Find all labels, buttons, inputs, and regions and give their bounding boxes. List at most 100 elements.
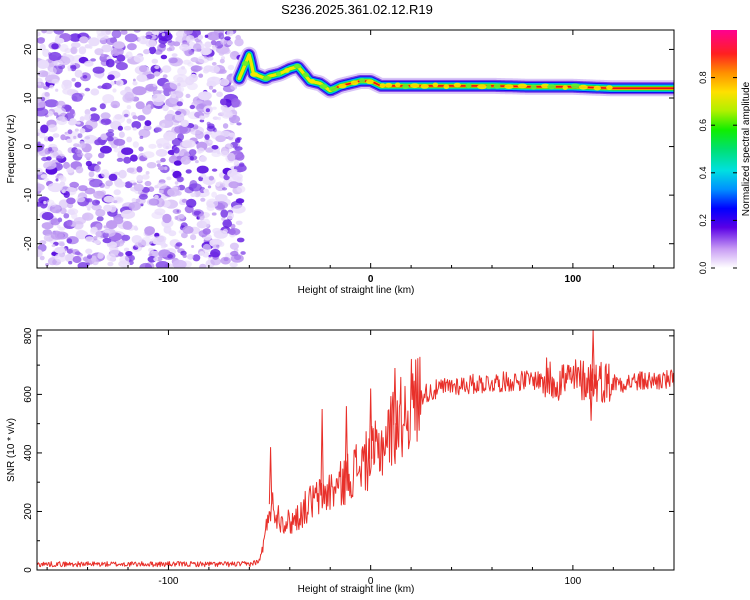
tone-blob — [379, 83, 386, 88]
noise-blob — [160, 54, 168, 60]
noise-blob — [97, 161, 102, 165]
noise-blob — [215, 135, 226, 143]
noise-blob — [155, 149, 168, 157]
y-tick-label: 0 — [23, 143, 34, 149]
noise-blob — [79, 142, 86, 149]
noise-blob — [138, 146, 144, 152]
noise-blob — [179, 44, 190, 51]
noise-blob — [118, 131, 125, 138]
noise-blob — [197, 55, 210, 64]
tone-blob — [319, 84, 328, 89]
tone-blob — [309, 79, 316, 84]
noise-blob — [138, 65, 148, 73]
noise-blob — [231, 98, 241, 106]
noise-blob — [227, 132, 236, 142]
y-tick-label: -10 — [23, 187, 34, 202]
noise-blob — [118, 252, 124, 257]
noise-blob — [226, 212, 235, 220]
colorbar-tick-label: 0.0 — [698, 262, 708, 275]
noise-blob — [161, 123, 166, 127]
noise-blob — [189, 156, 194, 161]
tone-blob — [338, 83, 347, 89]
noise-blob — [133, 54, 144, 63]
noise-blob — [202, 47, 213, 55]
noise-blob — [174, 181, 179, 185]
noise-blob — [186, 198, 197, 208]
noise-blob — [190, 234, 197, 241]
noise-blob — [37, 201, 42, 207]
noise-blob — [37, 183, 45, 192]
noise-blob — [96, 32, 107, 41]
noise-blob — [66, 219, 73, 227]
noise-blob — [139, 135, 144, 139]
noise-blob — [90, 58, 96, 62]
noise-blob — [56, 116, 68, 126]
noise-blob — [189, 180, 198, 189]
noise-blob — [216, 150, 221, 155]
noise-blob — [192, 254, 201, 262]
noise-blob — [84, 109, 91, 116]
noise-blob — [141, 186, 150, 193]
noise-blob — [219, 58, 225, 64]
tone-blob — [410, 83, 420, 89]
noise-blob — [129, 180, 136, 184]
tone-blob — [359, 78, 366, 83]
noise-blob — [206, 31, 221, 41]
noise-blob — [172, 208, 182, 214]
noise-blob — [145, 171, 150, 175]
noise-blob — [215, 182, 221, 187]
noise-blob — [187, 253, 194, 260]
tone-blob — [350, 80, 359, 86]
x-tick-label: 0 — [368, 274, 374, 285]
colorbar-tick-label: 0.4 — [698, 167, 708, 180]
noise-blob — [87, 207, 91, 211]
noise-blob — [112, 41, 125, 49]
noise-blob — [203, 188, 209, 193]
noise-blob — [78, 185, 88, 192]
noise-blob — [99, 103, 106, 110]
noise-blob — [169, 80, 181, 90]
noise-blob — [37, 59, 50, 69]
noise-blob — [178, 151, 185, 157]
noise-blob — [97, 252, 104, 259]
noise-blob — [210, 40, 217, 46]
noise-blob — [212, 47, 217, 51]
noise-blob — [77, 133, 83, 139]
noise-blob — [207, 256, 213, 260]
noise-blob — [158, 189, 165, 194]
noise-blob — [53, 59, 64, 67]
noise-blob — [51, 78, 60, 84]
tone-blob — [530, 84, 537, 90]
noise-blob — [231, 204, 246, 214]
noise-blob — [166, 47, 173, 52]
noise-blob — [71, 212, 78, 220]
noise-blob — [167, 254, 174, 259]
figure-title: S236.2025.361.02.12.R19 — [281, 2, 433, 17]
noise-blob — [123, 156, 132, 164]
noise-blob — [238, 162, 245, 167]
noise-blob — [139, 262, 152, 268]
noise-blob — [102, 82, 112, 90]
noise-blob — [49, 67, 57, 75]
noise-blob — [202, 100, 212, 107]
noise-blob — [162, 104, 169, 112]
noise-blob — [66, 238, 73, 244]
noise-blob — [199, 155, 207, 162]
noise-blob — [68, 261, 73, 265]
noise-blob — [200, 197, 206, 202]
noise-blob — [188, 49, 195, 55]
tone-blob — [578, 84, 588, 90]
noise-blob — [154, 65, 160, 70]
noise-blob — [83, 134, 98, 144]
noise-blob — [236, 185, 246, 193]
noise-blob — [190, 57, 199, 63]
noise-blob — [204, 134, 210, 141]
noise-blob — [166, 176, 172, 181]
noise-blob — [162, 74, 168, 79]
noise-blob — [88, 45, 93, 49]
noise-blob — [167, 187, 180, 197]
noise-blob — [126, 43, 137, 51]
noise-blob — [142, 151, 155, 159]
noise-blob — [52, 133, 60, 138]
noise-blob — [151, 30, 159, 35]
